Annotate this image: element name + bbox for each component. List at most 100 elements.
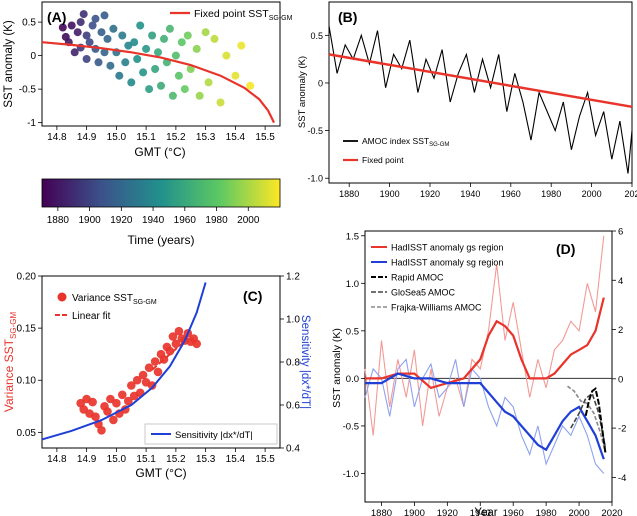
panel-c-point [127, 381, 136, 390]
panel-c-point [91, 412, 100, 422]
panel-c-legend-fit: Linear fit [72, 311, 111, 322]
panel-a-fixed-point-line [41, 41, 275, 124]
y-tick-label: 0.8 [286, 358, 300, 369]
panel-a-point [130, 38, 139, 47]
y-tick-label: 0.0 [346, 374, 359, 385]
y-tick-label: -4 [618, 473, 626, 484]
x-tick-label: 14.9 [77, 132, 97, 143]
x-tick-label: 1940 [460, 189, 480, 199]
y-tick-label: -0.5 [307, 126, 323, 136]
x-tick-label: 15.1 [136, 132, 156, 143]
panel-a-point [210, 34, 219, 43]
panel-d-gs-line [365, 297, 605, 390]
panel-c-x-ticks: 14.8 14.9 15.0 15.1 15.2 15.3 15.4 15.5 [47, 448, 275, 465]
panel-c-point [88, 397, 97, 407]
y-tick-label: 0.4 [286, 444, 300, 455]
x-tick-label: 1880 [371, 508, 392, 516]
panel-c-y-ticks-left: 0.05 0.10 0.15 0.20 [17, 272, 42, 439]
y-tick-label: 6 [618, 227, 623, 238]
panel-a-point [201, 28, 210, 37]
panel-a-point [115, 71, 124, 80]
colorbar-ticks: 1880 1900 1920 1940 1960 1980 2000 [47, 207, 260, 226]
panel-c-point [124, 396, 133, 406]
x-tick-label: 1920 [437, 508, 458, 516]
panel-a-point [192, 44, 201, 53]
panel-d-frame [364, 230, 613, 503]
panel-c-point [144, 363, 154, 373]
panel-a-point [94, 58, 103, 67]
y-tick-label: 4 [618, 276, 623, 287]
panel-a-point [171, 51, 180, 60]
panel-c-point [109, 415, 118, 425]
panel-d-xlabel: Year [474, 507, 497, 516]
panel-a-point [121, 58, 130, 67]
panel-a-point [180, 85, 189, 94]
colorbar-tick-label: 1920 [110, 215, 133, 226]
panel-b-legend-fit: Fixed point [362, 155, 404, 165]
panel-c-point [132, 375, 142, 385]
x-tick-label: 15.3 [196, 132, 216, 143]
panel-c-point [112, 398, 121, 408]
panel-a-point [246, 81, 255, 90]
colorbar: 1880 1900 1920 1940 1960 1980 2000 Time (years… [41, 178, 281, 247]
panel-c-point [174, 326, 184, 336]
panel-c-point [192, 339, 201, 349]
colorbar-tick-label: 1880 [47, 215, 70, 226]
panel-b-letter: (B) [338, 9, 357, 25]
colorbar-tick-label: 2000 [237, 215, 260, 226]
panel-c-point [147, 381, 157, 390]
panel-b-y-ticks: 0.5 0 -0.5 -1.0 [307, 31, 329, 184]
panel-d-legend-label: HadISST anomaly gs region [391, 243, 503, 253]
panel-a-point [127, 78, 136, 87]
panel-d-legend-label: Frajka-Williams AMOC [391, 303, 482, 313]
panel-d: 1880 1900 1920 1940 1960 1980 2000 2020 1.5 1.0 0… [331, 227, 626, 516]
panel-c-point [103, 407, 112, 416]
y-tick-label: -2 [618, 424, 626, 435]
y-tick-label: 2 [618, 325, 623, 336]
colorbar-gradient [41, 178, 281, 208]
panel-b-legend-series: AMOC index SSTSG-GM [362, 136, 449, 148]
y-tick-label: 1.0 [346, 279, 359, 290]
panel-a-point [157, 81, 165, 90]
panel-a-letter: (A) [47, 9, 66, 25]
x-tick-label: 1980 [541, 189, 561, 199]
x-tick-label: 2000 [568, 508, 589, 516]
panel-a-point [165, 24, 174, 33]
panel-c-sensitivity-line [41, 282, 207, 441]
panel-d-frajka-line [567, 385, 607, 453]
y-tick-label: 0.5 [346, 326, 359, 337]
panel-a-point [76, 18, 85, 27]
panel-a-point [109, 24, 118, 33]
panel-a-point [231, 71, 240, 80]
y-tick-label: 0 [618, 374, 623, 385]
panel-a-point [133, 55, 142, 63]
y-tick-label: 0.6 [286, 401, 300, 412]
x-tick-label: 202 [624, 189, 637, 199]
panel-c-y-ticks-right: 0.4 0.6 0.8 1.0 1.2 [280, 272, 300, 455]
panel-a-point [91, 14, 100, 23]
y-tick-label: 1.5 [346, 231, 359, 242]
colorbar-tick-label: 1980 [205, 215, 228, 226]
y-tick-label: 0 [30, 51, 36, 62]
panel-a-point [142, 44, 151, 53]
x-tick-label: 2020 [601, 508, 622, 516]
x-tick-label: 15.4 [226, 454, 246, 465]
panel-a-point [145, 85, 154, 94]
colorbar-tick-label: 1960 [174, 215, 197, 226]
panel-d-legend-label: GloSea5 AMOC [391, 288, 456, 298]
y-tick-label: -1 [27, 118, 36, 129]
panel-a-y-ticks: 0.5 0 -0.5 -1 [19, 18, 42, 129]
panel-a-point [160, 34, 168, 43]
panel-d-sg-raw-line [364, 358, 605, 474]
panel-c-ylabel-left: Variance SSTSG-GM [2, 312, 18, 413]
panel-b: 1880 1900 1920 1940 1960 1980 2000 202 0.5 0 -0.5… [297, 1, 637, 199]
panel-a-point [70, 48, 79, 57]
x-tick-label: 15.1 [136, 454, 156, 465]
panel-a-point [100, 11, 109, 20]
panel-d-ylabel: SST anomaly (K) [331, 328, 343, 408]
panel-c-legend-sens: Sensitivity |dx*/dT| [175, 430, 253, 441]
panel-a-point [174, 71, 183, 80]
panel-b-fixed-point-line [328, 53, 633, 109]
panel-b-ylabel: SST anomaly (K) [297, 56, 308, 128]
